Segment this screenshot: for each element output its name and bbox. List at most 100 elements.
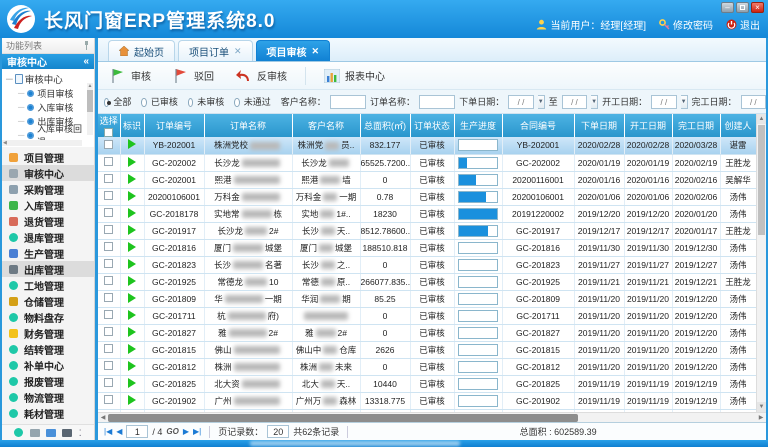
- scroll-down-icon[interactable]: ▼: [757, 402, 766, 412]
- sidebar-menu-item[interactable]: 物料盘存: [2, 309, 94, 325]
- first-page-icon[interactable]: |◀: [104, 427, 113, 436]
- finish-date-input[interactable]: / /: [740, 94, 766, 109]
- table-row[interactable]: GC-2018178 实地常栋 实地 1#.. 18230 已审核 2019122…: [98, 205, 756, 223]
- tree-root-node[interactable]: ─ 审核中心: [6, 73, 63, 87]
- pin-icon[interactable]: [83, 41, 90, 50]
- order-date-to-input[interactable]: / /: [561, 94, 588, 109]
- row-checkbox[interactable]: [104, 344, 114, 353]
- sidebar-menu-item[interactable]: 仓储管理: [2, 293, 94, 309]
- maximize-button[interactable]: [736, 2, 749, 13]
- table-row[interactable]: GC-201812 株洲 株洲 未来 0 已审核 GC-201812 2019/1…: [98, 358, 756, 376]
- tree-item-出库审核[interactable]: ─ 出库审核: [18, 116, 74, 127]
- splitter[interactable]: [95, 38, 98, 440]
- sidebar-menu-item[interactable]: 退库管理: [2, 229, 94, 245]
- row-checkbox[interactable]: [104, 191, 114, 200]
- close-button[interactable]: ×: [751, 2, 764, 13]
- table-row[interactable]: GC-201902 广州 广州万 森林 13318.775 已审核 GC-2019…: [98, 392, 756, 410]
- scroll-left-icon[interactable]: ◀: [100, 415, 106, 421]
- sidebar-menu-item[interactable]: 报废管理: [2, 373, 94, 389]
- sidebar-menu-item[interactable]: 耗材管理: [2, 405, 94, 421]
- calendar-dropdown-icon[interactable]: ▼: [591, 94, 599, 109]
- sidebar-menu-item[interactable]: 审核中心: [2, 165, 94, 181]
- table-horizontal-scrollbar[interactable]: ◀ ▶: [98, 412, 766, 422]
- sidebar-menu-item[interactable]: 项目管理: [2, 149, 94, 165]
- more-icon[interactable]: ⁚: [78, 427, 82, 438]
- col-customer[interactable]: 客户名称: [292, 114, 361, 137]
- report-center-button[interactable]: 报表中心: [320, 66, 389, 85]
- col-status[interactable]: 订单状态: [410, 114, 455, 137]
- tab-home[interactable]: 起始页: [108, 40, 175, 61]
- dot-icon[interactable]: [14, 428, 24, 437]
- table-row[interactable]: GC-202002 长沙龙 长沙龙 65525.7200.. 已审核 GC-20…: [98, 154, 756, 172]
- tree-item-入库审核[interactable]: ─ 入库审核: [18, 102, 74, 113]
- audit-button[interactable]: 审核: [106, 66, 155, 86]
- col-finish-date[interactable]: 完工日期: [672, 114, 721, 137]
- table-row[interactable]: [98, 409, 756, 412]
- collapse-icon[interactable]: «: [83, 56, 89, 67]
- close-tab-icon[interactable]: ✕: [234, 45, 242, 56]
- scrollbar-thumb[interactable]: [758, 125, 765, 235]
- row-checkbox[interactable]: [104, 208, 114, 217]
- table-row[interactable]: GC-201711 杭府) 0 已审核 GC-201711 2019/11/20…: [98, 307, 756, 325]
- radio-audited[interactable]: [141, 98, 147, 107]
- scroll-up-icon[interactable]: ▲: [757, 114, 766, 124]
- last-page-icon[interactable]: ▶|: [193, 427, 202, 436]
- row-checkbox[interactable]: [104, 225, 114, 234]
- pen-icon[interactable]: [46, 428, 57, 437]
- col-start-date[interactable]: 开工日期: [624, 114, 673, 137]
- sidebar-menu-item[interactable]: 工地管理: [2, 277, 94, 293]
- unaudit-button[interactable]: 反审核: [232, 66, 291, 85]
- sidebar-menu-item[interactable]: 出库管理: [2, 261, 94, 277]
- row-checkbox[interactable]: [104, 361, 114, 370]
- col-order-date[interactable]: 下单日期: [574, 114, 625, 137]
- row-checkbox[interactable]: [104, 139, 114, 149]
- row-checkbox[interactable]: [104, 293, 114, 302]
- start-date-input[interactable]: / /: [651, 94, 677, 109]
- sidebar-group-header[interactable]: 审核中心 «: [2, 54, 94, 69]
- change-password-link[interactable]: 修改密码: [659, 17, 713, 32]
- radio-unaudited[interactable]: [187, 98, 194, 107]
- sidebar-menu-item[interactable]: 补单中心: [2, 357, 94, 373]
- scroll-right-icon[interactable]: ▶: [758, 415, 764, 421]
- col-creator[interactable]: 创建人: [720, 114, 756, 137]
- row-checkbox[interactable]: [104, 174, 114, 183]
- table-row[interactable]: GC-201917 长沙龙 2# 长沙 天.. 8512.78600.. 已审核 G…: [98, 222, 756, 240]
- tree-horizontal-scrollbar[interactable]: ◀: [2, 140, 82, 146]
- tree-item-项目审核[interactable]: ─ 项目审核: [18, 88, 74, 99]
- tab-project-orders[interactable]: 项目订单 ✕: [178, 40, 253, 61]
- close-tab-icon[interactable]: ✕: [311, 45, 320, 56]
- row-checkbox[interactable]: [104, 395, 114, 404]
- row-checkbox[interactable]: [104, 157, 114, 166]
- table-row[interactable]: GC-201825 北大资 北大 天.. 10440 已审核 GC-201825 …: [98, 375, 756, 393]
- radio-all[interactable]: [104, 98, 112, 107]
- sidebar-menu-item[interactable]: 退货管理: [2, 213, 94, 229]
- table-vertical-scrollbar[interactable]: ▲ ▼: [756, 114, 766, 412]
- tree-vertical-scrollbar[interactable]: ▲: [87, 83, 93, 135]
- sidebar-menu-item[interactable]: 入库管理: [2, 197, 94, 213]
- table-row[interactable]: GC-201809 华一期 华润期 85.25 已审核 GC-201809 20…: [98, 290, 756, 308]
- scrollbar-thumb[interactable]: [108, 413, 578, 422]
- table-row[interactable]: GC-201823 长沙 名著 长沙 之.. 0 已审核 GC-201823 201…: [98, 256, 756, 274]
- next-page-icon[interactable]: ▶: [182, 427, 190, 436]
- cart-icon[interactable]: [29, 428, 40, 437]
- table-row[interactable]: GC-201815 佛山 佛山中 仓库 2626 已审核 GC-201815 20…: [98, 341, 756, 359]
- logout-link[interactable]: 退出: [726, 17, 760, 32]
- table-row[interactable]: GC-201816 厦门 城堡 厦门 城堡 188510.818 已审核 GC-20…: [98, 239, 756, 257]
- sidebar-menu-item[interactable]: 生产管理: [2, 245, 94, 261]
- order-date-input[interactable]: / /: [508, 94, 534, 109]
- customer-name-input[interactable]: [329, 94, 366, 109]
- go-button[interactable]: GO: [166, 427, 179, 436]
- col-area[interactable]: 总面积(㎡): [360, 114, 411, 137]
- table-row[interactable]: GC-201827 雅 2# 雅 2# 0 已审核 GC-201827 2019/1…: [98, 324, 756, 342]
- calendar-dropdown-icon[interactable]: ▼: [680, 94, 688, 109]
- reject-button[interactable]: 驳回: [169, 66, 218, 86]
- col-order-no[interactable]: 订单编号: [144, 114, 205, 137]
- col-order-name[interactable]: 订单名称: [204, 114, 293, 137]
- table-row[interactable]: YB-202001 株洲党校 株洲党 员.. 832.177 已审核 YB-202…: [98, 137, 756, 155]
- page-number-input[interactable]: 1: [126, 425, 149, 438]
- table-row[interactable]: GC-202001 熙港 熙港墙 0 已审核 20200116001 2020/…: [98, 171, 756, 189]
- radio-failed[interactable]: [234, 98, 240, 107]
- row-checkbox[interactable]: [104, 327, 114, 336]
- row-checkbox[interactable]: [104, 259, 114, 268]
- row-checkbox[interactable]: [104, 378, 114, 387]
